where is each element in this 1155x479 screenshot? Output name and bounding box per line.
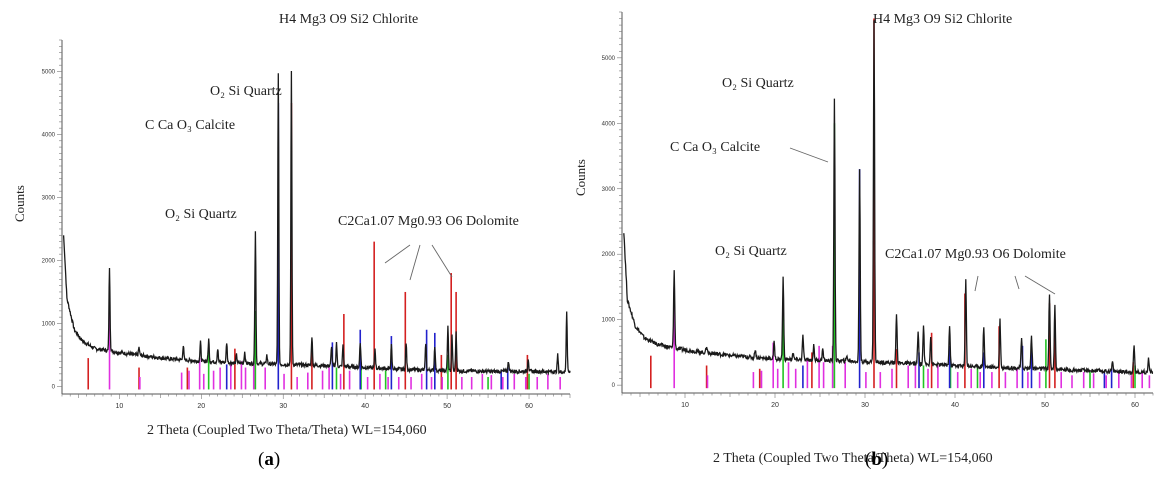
x-tick-label: 10: [681, 402, 689, 409]
annotation-dolomite: C2Ca1.07 Mg0.93 O6 Dolomite: [885, 247, 1066, 262]
x-tick-label: 40: [951, 402, 959, 409]
y-axis-label: Counts: [573, 159, 588, 196]
y-tick-label: 4000: [42, 132, 56, 138]
xrd-chart-a: 0 1000 2000 3000 4000 5000 10 20 30 40 50 60: [42, 39, 571, 410]
reference-lines-a: [87, 102, 561, 390]
annotation-quartz-top: O₂ Si Quartz: [210, 84, 282, 99]
y-tick-label: 5000: [42, 69, 56, 75]
y-tick-label: 3000: [42, 195, 56, 201]
dolomite-leader-line: [384, 244, 411, 264]
x-tick-label: 20: [771, 402, 779, 409]
x-tick-label: 20: [197, 403, 205, 410]
y-tick-label: 4000: [602, 121, 616, 127]
y-tick-label: 0: [612, 383, 616, 389]
annotation-chlorite: H4 Mg3 O9 Si2 Chlorite: [873, 12, 1013, 27]
dolomite-leader-line: [431, 244, 453, 278]
y-tick-label: 5000: [602, 56, 616, 62]
x-tick-label: 30: [279, 403, 287, 410]
x-tick-label: 40: [361, 403, 369, 410]
panel-label-a: (a): [258, 449, 281, 470]
axes-a: 0 1000 2000 3000 4000 5000 10 20 30 40 50 60: [42, 39, 571, 410]
xrd-chart-b: 0 1000 2000 3000 4000 5000 10 20 30 40 50 60: [602, 11, 1154, 409]
y-tick-label: 0: [52, 384, 56, 390]
reference-lines-b: [650, 18, 1151, 389]
x-tick-label: 50: [443, 403, 451, 410]
y-tick-label: 3000: [602, 187, 616, 193]
y-tick-label: 2000: [42, 258, 56, 264]
diffraction-pattern-b: [623, 20, 1154, 376]
panel-a: 0 1000 2000 3000 4000 5000 10 20 30 40 50 60 Counts…: [0, 0, 571, 479]
dolomite-leader-line: [1024, 275, 1056, 295]
y-tick-label: 1000: [602, 318, 616, 324]
annotation-quartz-top: O₂ Si Quartz: [722, 76, 794, 91]
y-axis-label: Counts: [12, 185, 27, 222]
x-tick-label: 60: [1131, 402, 1139, 409]
x-tick-label: 60: [525, 403, 533, 410]
annotation-dolomite: C2Ca1.07 Mg0.93 O6 Dolomite: [338, 214, 519, 229]
annotation-chlorite: H4 Mg3 O9 Si2 Chlorite: [279, 12, 419, 27]
leaders-b: [789, 147, 1056, 295]
x-tick-label: 50: [1041, 402, 1049, 409]
panel-b: 0 1000 2000 3000 4000 5000 10 20 30 40 50 60 Counts…: [573, 0, 1154, 479]
axes-b: 0 1000 2000 3000 4000 5000 10 20 30 40 50 60: [602, 11, 1154, 409]
dolomite-leader-line: [1014, 275, 1020, 290]
x-tick-label: 30: [861, 402, 869, 409]
panel-label-b: (b): [865, 449, 889, 470]
x-axis-label: 2 Theta (Coupled Two Theta/Theta) WL=154…: [713, 451, 993, 466]
annotation-calcite: C Ca O₃ Calcite: [670, 140, 761, 155]
x-tick-label: 10: [115, 403, 123, 410]
calcite-leader-line: [789, 147, 829, 163]
x-axis-label: 2 Theta (Coupled Two Theta/Theta) WL=154…: [147, 423, 427, 438]
dolomite-leader-line: [409, 244, 421, 281]
annotation-calcite: C Ca O₃ Calcite: [145, 118, 236, 133]
dolomite-leader-line: [974, 275, 979, 292]
annotation-quartz-low: O₂ Si Quartz: [715, 244, 787, 259]
diffraction-pattern-a: [62, 70, 571, 376]
y-tick-label: 2000: [602, 252, 616, 258]
annotation-quartz-low: O₂ Si Quartz: [165, 207, 237, 222]
dolomite-leaders-a: [384, 244, 453, 281]
y-tick-label: 1000: [42, 321, 56, 327]
